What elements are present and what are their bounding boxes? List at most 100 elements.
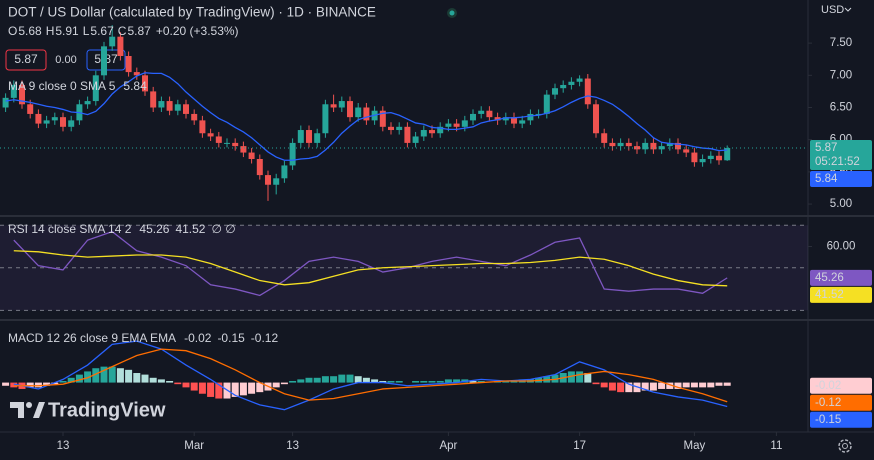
histogram-bar bbox=[715, 382, 723, 386]
histogram-bar bbox=[182, 382, 190, 388]
histogram-bar bbox=[174, 382, 182, 385]
histogram-bar bbox=[362, 377, 370, 383]
indicator-line bbox=[13, 250, 728, 287]
histogram-bar bbox=[412, 380, 420, 383]
candle-body bbox=[191, 113, 198, 121]
histogram-bar bbox=[338, 374, 346, 383]
x-tick-label: 11 bbox=[770, 440, 782, 452]
candle-body bbox=[117, 36, 124, 57]
price-label: 45.26 bbox=[815, 272, 844, 284]
candle-body bbox=[306, 130, 312, 143]
candle-body bbox=[707, 155, 714, 159]
legend-text: 5.68 bbox=[18, 24, 42, 38]
candle-body bbox=[142, 75, 148, 92]
currency-chevron[interactable] bbox=[844, 7, 852, 12]
histogram-bar bbox=[576, 371, 584, 383]
x-tick-label: 13 bbox=[286, 440, 299, 452]
histogram-bar bbox=[666, 382, 674, 389]
gear-hub[interactable] bbox=[842, 443, 848, 449]
countdown: 05:21:52 bbox=[815, 156, 860, 168]
candle-body bbox=[494, 117, 501, 121]
y-tick-label: 7.00 bbox=[830, 69, 852, 81]
candle-body bbox=[535, 113, 542, 115]
histogram-bar bbox=[674, 382, 682, 389]
histogram-bar bbox=[313, 377, 321, 383]
candle-body bbox=[560, 84, 567, 89]
legend-text: 5.84 bbox=[123, 79, 147, 93]
legend-text: C bbox=[118, 24, 127, 38]
candle-body bbox=[543, 94, 550, 114]
legend-text: -0.12 bbox=[251, 331, 279, 345]
histogram-bar bbox=[125, 369, 133, 383]
histogram-bar bbox=[207, 382, 215, 397]
candle-body bbox=[584, 78, 591, 105]
histogram-bar bbox=[272, 382, 280, 388]
legend-text: 45.26 bbox=[139, 222, 169, 236]
candle-body bbox=[601, 133, 608, 143]
histogram-bar bbox=[658, 382, 666, 389]
histogram-bar bbox=[600, 382, 608, 388]
price-label-box bbox=[810, 377, 872, 394]
candle-body bbox=[150, 91, 157, 108]
price-label: 41.52 bbox=[815, 289, 844, 301]
candle-body bbox=[68, 120, 75, 127]
candle-body bbox=[429, 130, 435, 134]
histogram-bar bbox=[469, 380, 477, 383]
price-label: -0.12 bbox=[815, 397, 841, 409]
candle-body bbox=[101, 46, 107, 76]
candle-body bbox=[724, 148, 731, 161]
candle-body bbox=[232, 142, 239, 147]
y-tick-label: 6.50 bbox=[830, 102, 852, 114]
histogram-bar bbox=[354, 376, 362, 383]
histogram-bar bbox=[428, 380, 436, 383]
settings-icon[interactable] bbox=[838, 439, 852, 453]
candle-body bbox=[642, 142, 649, 150]
candle-body bbox=[322, 104, 329, 134]
candle-body bbox=[568, 81, 575, 85]
candle-body bbox=[240, 146, 247, 153]
x-tick-label: 13 bbox=[57, 440, 70, 452]
logo-mark bbox=[10, 402, 24, 418]
gear[interactable] bbox=[838, 439, 852, 453]
candle-body bbox=[625, 142, 632, 147]
histogram-bar bbox=[625, 382, 633, 393]
histogram-bar bbox=[116, 368, 124, 383]
candle-body bbox=[133, 72, 140, 76]
legend-text: 5.91 bbox=[55, 24, 79, 38]
candle-body bbox=[43, 120, 50, 124]
candle-body bbox=[199, 120, 206, 134]
histogram-bar bbox=[280, 382, 288, 385]
candle-body bbox=[478, 110, 485, 114]
histogram-bar bbox=[141, 374, 149, 383]
sell-button[interactable] bbox=[5, 49, 47, 71]
histogram-bar bbox=[26, 382, 34, 388]
legend-text: 5.67 bbox=[90, 24, 114, 38]
candle-body bbox=[248, 152, 255, 159]
x-tick-label: May bbox=[684, 440, 706, 452]
macd-line bbox=[13, 348, 728, 403]
candle-body bbox=[35, 113, 42, 124]
legend-text: RSI 14 close SMA 14 2 bbox=[8, 222, 132, 236]
candle-body bbox=[437, 126, 444, 134]
histogram-bar bbox=[436, 380, 444, 383]
histogram-bar bbox=[43, 382, 51, 386]
sell-price[interactable]: 5.87 bbox=[14, 52, 38, 66]
candle-body bbox=[593, 104, 599, 134]
x-tick-label: Mar bbox=[184, 440, 204, 452]
logo bbox=[10, 402, 45, 418]
candle-body bbox=[576, 78, 583, 82]
currency[interactable]: USD bbox=[821, 4, 844, 16]
price-label: 5.87 bbox=[815, 142, 837, 154]
y-tick-label: 7.50 bbox=[830, 37, 852, 49]
logo-slash bbox=[33, 402, 45, 418]
candle-body bbox=[609, 142, 616, 147]
candle-body bbox=[379, 110, 386, 127]
histogram-bar bbox=[453, 379, 461, 383]
y-tick-label: 5.00 bbox=[830, 198, 852, 210]
candle-body bbox=[60, 117, 66, 127]
indicator-line bbox=[13, 230, 728, 297]
histogram-bar bbox=[690, 382, 698, 388]
spread: 0.00 bbox=[55, 54, 76, 66]
histogram-bar bbox=[707, 382, 715, 388]
histogram-bar bbox=[34, 382, 42, 388]
